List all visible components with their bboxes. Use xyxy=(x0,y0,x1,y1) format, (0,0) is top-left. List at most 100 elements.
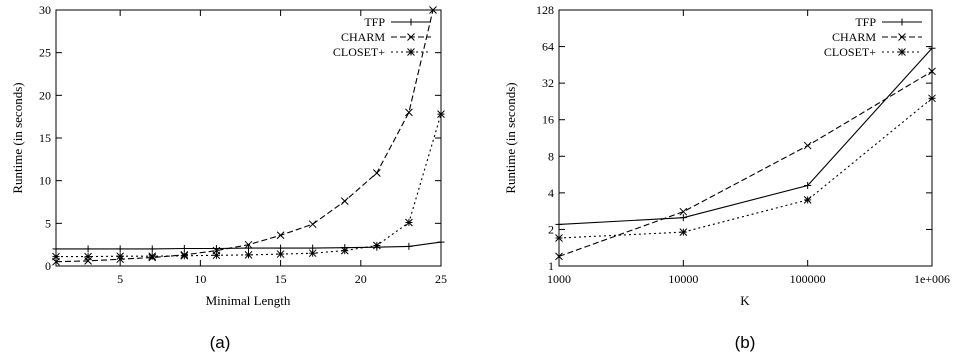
y-tick-label: 8 xyxy=(548,149,554,163)
series-tfp-b xyxy=(555,44,936,228)
y-axis-title-a: Runtime (in seconds) xyxy=(10,82,25,193)
y-tick-label: 0 xyxy=(45,259,51,273)
legend-label: CLOSET+ xyxy=(333,45,385,59)
x-tick-label: 1e+006 xyxy=(914,272,950,286)
panel-label-a: (a) xyxy=(210,333,231,352)
data-point xyxy=(405,108,413,117)
legend-marker xyxy=(898,18,906,26)
panel-label-b: (b) xyxy=(735,333,756,352)
y-tick-label: 15 xyxy=(39,131,51,145)
series-tfp-a xyxy=(52,238,445,253)
data-point xyxy=(245,244,252,252)
y-tick-label: 4 xyxy=(548,186,554,200)
series-group-b xyxy=(555,44,936,261)
data-point xyxy=(276,250,285,258)
data-point xyxy=(52,252,60,261)
legend-label: TFP xyxy=(364,15,385,29)
series-closet-b xyxy=(555,94,936,242)
data-point xyxy=(803,141,812,150)
data-point xyxy=(372,169,381,177)
y-axis-b: 1 2 4 8 16 32 64 128 xyxy=(536,3,932,273)
x-tick-label: 25 xyxy=(435,272,447,286)
data-point xyxy=(928,44,936,52)
data-point xyxy=(804,181,812,189)
series-group-a xyxy=(52,6,445,266)
data-point xyxy=(340,197,349,206)
data-point xyxy=(148,252,157,261)
legend-marker xyxy=(407,33,415,41)
data-point xyxy=(405,242,413,250)
data-point xyxy=(244,240,253,249)
series-line xyxy=(558,47,933,225)
data-point xyxy=(437,238,445,246)
y-tick-label: 25 xyxy=(39,46,51,60)
legend-marker xyxy=(407,18,415,26)
x-tick-label: 100000 xyxy=(790,272,826,286)
legend-marker xyxy=(898,48,906,56)
data-point xyxy=(429,6,437,14)
y-axis-a: 0 5 10 15 20 25 30 xyxy=(39,3,441,273)
legend-label: CLOSET+ xyxy=(824,45,876,59)
x-tick-label: 10 xyxy=(194,272,206,286)
data-point xyxy=(180,251,189,260)
legend-label: CHARM xyxy=(341,30,385,44)
data-point xyxy=(405,218,413,227)
y-tick-label: 10 xyxy=(39,174,51,188)
data-point xyxy=(679,228,688,236)
data-point xyxy=(437,110,445,118)
y-tick-label: 16 xyxy=(542,113,554,127)
data-point xyxy=(340,246,349,255)
data-point xyxy=(276,231,285,240)
y-axis-title-b: Runtime (in seconds) xyxy=(503,82,518,193)
data-point xyxy=(679,214,687,222)
data-point xyxy=(555,252,563,261)
x-tick-label: 10000 xyxy=(668,272,698,286)
data-point xyxy=(308,249,317,258)
x-tick-label: 1000 xyxy=(547,272,571,286)
legend-label: CHARM xyxy=(832,30,876,44)
x-axis-a: 5 10 15 20 25 xyxy=(117,10,447,286)
y-tick-label: 32 xyxy=(542,76,554,90)
x-tick-label: 5 xyxy=(117,272,123,286)
y-tick-label: 5 xyxy=(45,216,51,230)
data-point xyxy=(372,241,381,250)
data-point xyxy=(308,220,317,229)
data-point xyxy=(555,234,563,242)
plot-area-frame-b xyxy=(558,9,933,267)
data-point xyxy=(116,245,124,253)
legend-label: TFP xyxy=(855,15,876,29)
legend-marker xyxy=(898,33,906,41)
x-tick-label: 20 xyxy=(355,272,367,286)
data-point xyxy=(803,196,812,204)
data-point xyxy=(116,252,125,261)
series-line xyxy=(558,70,933,257)
x-tick-label: 15 xyxy=(275,272,287,286)
y-tick-label: 2 xyxy=(548,222,554,236)
data-point xyxy=(555,220,563,228)
x-axis-b: 1000 10000 100000 1e+006 xyxy=(547,10,950,286)
data-point xyxy=(84,245,92,253)
y-tick-label: 30 xyxy=(39,3,51,17)
series-line xyxy=(56,113,442,258)
data-point xyxy=(277,244,285,252)
data-point xyxy=(212,251,221,260)
data-point xyxy=(928,94,936,103)
data-point xyxy=(148,245,156,253)
data-point xyxy=(52,245,60,253)
data-point xyxy=(84,252,92,261)
y-tick-label: 1 xyxy=(548,259,554,273)
series-charm-b xyxy=(555,67,936,261)
data-point xyxy=(180,245,188,253)
data-point xyxy=(679,207,688,216)
series-closet-a xyxy=(52,110,445,261)
x-axis-title-b: K xyxy=(740,293,750,308)
y-tick-label: 128 xyxy=(536,3,554,17)
legend-marker xyxy=(407,48,415,56)
data-point xyxy=(928,67,936,76)
y-tick-label: 64 xyxy=(542,40,554,54)
